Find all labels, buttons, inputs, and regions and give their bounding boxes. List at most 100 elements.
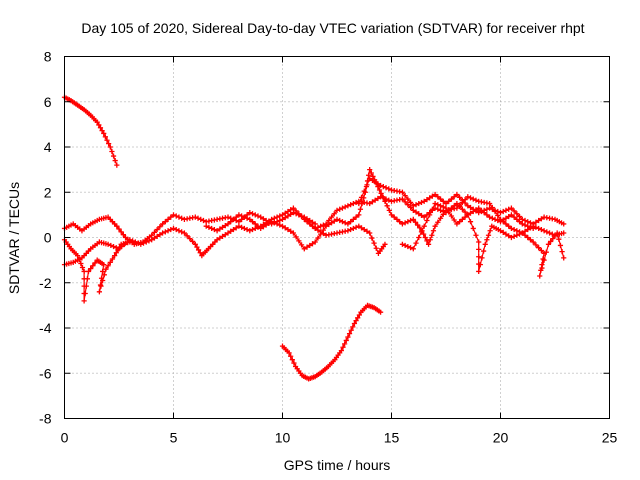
data-point (351, 320, 358, 327)
grid-lines (64, 56, 610, 419)
data-point (380, 183, 386, 190)
data-point (386, 197, 392, 203)
data-point (497, 210, 504, 216)
data-point (427, 237, 433, 243)
data-point (239, 213, 245, 219)
data-point (557, 242, 564, 249)
data-point (225, 214, 231, 220)
data-point (309, 223, 316, 229)
data-point (157, 232, 163, 238)
series-arc-4 (61, 237, 133, 304)
data-point (556, 236, 562, 242)
data-point (478, 208, 485, 215)
x-tick-label: 10 (275, 430, 291, 446)
data-point (187, 236, 193, 242)
data-point (209, 225, 215, 232)
data-point (337, 206, 343, 212)
data-point (211, 226, 217, 233)
series-arc-1 (61, 94, 120, 168)
data-point (440, 204, 446, 210)
data-point (233, 225, 239, 231)
data-point (367, 167, 373, 173)
data-point (429, 206, 435, 212)
data-point (358, 194, 365, 200)
data-point (514, 216, 520, 222)
data-point (561, 221, 567, 227)
data-point (206, 224, 212, 230)
data-point (405, 202, 411, 208)
data-point (84, 276, 90, 282)
data-point (342, 220, 348, 226)
data-point (337, 217, 343, 224)
data-point (289, 357, 295, 363)
data-point (348, 226, 354, 233)
data-point (225, 230, 231, 236)
data-point (514, 232, 520, 238)
data-point (348, 219, 354, 225)
series-trace (64, 96, 118, 166)
data-point (467, 210, 474, 216)
data-point (375, 195, 381, 202)
data-point (541, 228, 547, 234)
data-point (440, 198, 446, 204)
data-point (487, 200, 493, 207)
data-point (176, 228, 182, 234)
data-point (399, 241, 405, 247)
data-point (222, 232, 228, 238)
data-point (328, 214, 335, 220)
data-point (356, 223, 362, 229)
data-point (98, 283, 104, 289)
data-point (286, 350, 292, 356)
data-point (291, 360, 297, 366)
data-point (427, 212, 433, 218)
data-point (165, 216, 171, 222)
data-point (140, 240, 147, 246)
data-point (519, 230, 525, 236)
data-point (536, 245, 542, 251)
data-point (418, 212, 425, 219)
data-point (473, 208, 479, 214)
data-point (179, 229, 185, 235)
data-point (79, 264, 86, 271)
data-point (399, 221, 405, 227)
data-point (550, 236, 556, 242)
data-point (290, 210, 296, 216)
data-point (338, 348, 344, 354)
data-point (525, 234, 531, 241)
data-point (407, 217, 414, 224)
data-point (554, 230, 560, 236)
data-point (236, 223, 242, 229)
data-point (422, 234, 428, 241)
data-point (430, 228, 437, 234)
data-point (427, 195, 433, 201)
data-point (476, 205, 482, 211)
data-point (173, 213, 179, 219)
data-point (165, 228, 171, 234)
data-point (533, 242, 539, 248)
data-point (323, 223, 329, 229)
data-point (179, 215, 185, 221)
data-point (350, 225, 356, 232)
data-point (446, 209, 452, 215)
data-point (424, 197, 430, 203)
data-point (258, 214, 264, 220)
data-point (487, 228, 493, 234)
data-point (350, 324, 356, 330)
y-tick-label: 8 (44, 49, 52, 65)
data-point (492, 207, 498, 213)
data-point (367, 176, 373, 182)
data-point (508, 212, 514, 218)
data-point (151, 235, 158, 241)
data-point (372, 197, 378, 203)
data-point (443, 200, 449, 207)
data-point (525, 226, 531, 233)
data-point (203, 223, 209, 229)
data-point (416, 211, 422, 217)
data-point (149, 237, 155, 243)
data-point (405, 196, 411, 202)
data-point (382, 241, 388, 247)
data-point (277, 222, 283, 228)
data-point (350, 216, 356, 222)
data-point (115, 247, 121, 253)
data-point (342, 204, 348, 210)
